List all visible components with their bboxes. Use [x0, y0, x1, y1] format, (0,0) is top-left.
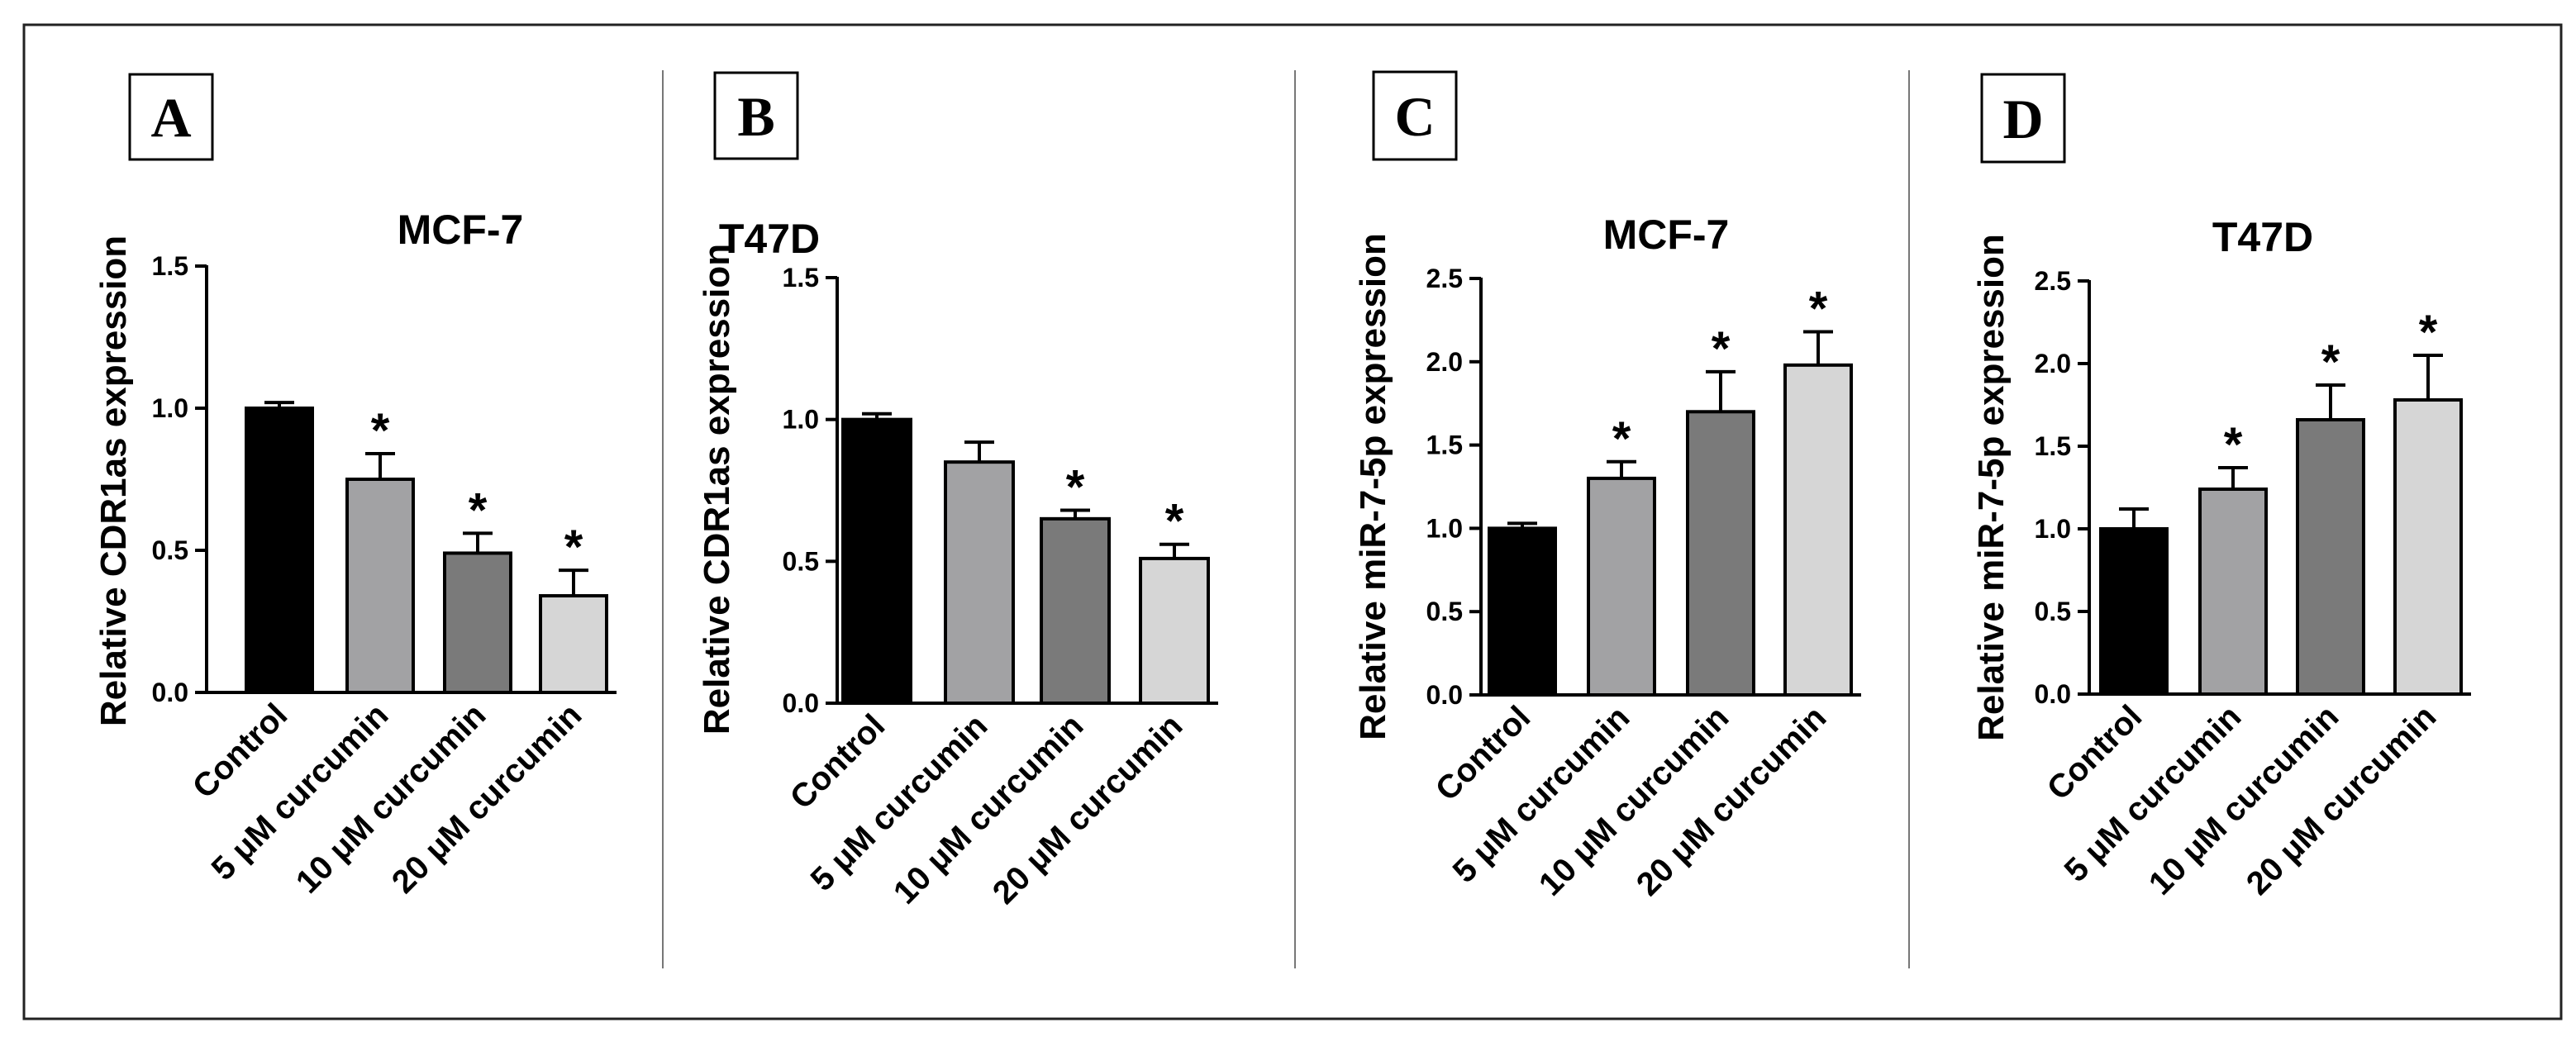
figure-frame: [22, 23, 2563, 1020]
y-tick-label: 2.5: [2035, 266, 2071, 296]
bar: [443, 551, 512, 694]
significance-marker: *: [2419, 306, 2438, 359]
y-tick-label: 1.0: [2035, 514, 2071, 544]
y-axis-label: Relative CDR1as expression: [93, 235, 134, 726]
y-axis-label: Relative CDR1as expression: [697, 244, 737, 735]
chart-title: MCF-7: [1603, 212, 1730, 258]
panel-letter-box: [713, 71, 799, 160]
y-tick-label: 2.0: [1426, 347, 1463, 377]
y-tick-label: 1.0: [1426, 513, 1463, 543]
y-tick-label: 1.5: [1426, 430, 1463, 460]
significance-marker: *: [371, 404, 390, 458]
bar: [345, 478, 415, 694]
significance-marker: *: [469, 483, 488, 537]
y-tick-label: 1.0: [783, 405, 819, 435]
y-tick-label: 0.0: [1426, 680, 1463, 710]
y-tick-label: 0.5: [152, 535, 188, 565]
bar: [245, 407, 314, 694]
bar: [1587, 476, 1656, 697]
bar: [539, 594, 608, 694]
y-tick-label: 0.0: [2035, 679, 2071, 709]
y-tick-label: 0.0: [152, 678, 188, 707]
significance-marker: *: [1612, 412, 1631, 466]
y-axis-label: Relative miR-7-5p expression: [1353, 233, 1393, 740]
y-tick-label: 0.5: [1426, 597, 1463, 626]
bar: [2198, 488, 2268, 696]
bar: [944, 460, 1015, 706]
y-tick-label: 0.0: [783, 688, 819, 718]
panel-letter-box: [128, 73, 214, 161]
bar: [1783, 363, 1853, 697]
bar: [2296, 418, 2365, 696]
bar: [2393, 398, 2463, 696]
significance-marker: *: [2224, 418, 2243, 472]
bar: [1686, 410, 1755, 697]
significance-marker: *: [1712, 322, 1731, 376]
bar: [841, 417, 912, 705]
significance-marker: *: [2321, 335, 2340, 389]
significance-marker: *: [1066, 461, 1085, 515]
chart-title: T47D: [719, 216, 820, 262]
y-tick-label: 1.5: [152, 251, 188, 281]
y-tick-label: 2.0: [2035, 349, 2071, 378]
y-tick-label: 1.5: [783, 263, 819, 293]
y-tick-label: 0.5: [2035, 597, 2071, 626]
chart-title: MCF-7: [398, 207, 524, 253]
bar: [1040, 516, 1111, 705]
significance-marker: *: [1165, 495, 1184, 549]
y-tick-label: 1.5: [2035, 431, 2071, 461]
y-axis-label: Relative miR-7-5p expression: [1971, 234, 2012, 741]
bar: [1488, 526, 1557, 697]
panel-letter: C: [1394, 85, 1435, 148]
y-tick-label: 2.5: [1426, 264, 1463, 293]
panel-letter: D: [2002, 88, 2043, 150]
y-tick-label: 1.0: [152, 393, 188, 423]
panel-letter: B: [737, 85, 774, 148]
bar: [2099, 527, 2169, 696]
panel-letter: A: [150, 87, 191, 150]
y-tick-label: 0.5: [783, 546, 819, 576]
significance-marker: *: [564, 521, 583, 574]
significance-marker: *: [1809, 283, 1828, 336]
panel-letter-box: [1372, 70, 1458, 161]
panel-letter-box: [1980, 73, 2066, 164]
chart-title: T47D: [2212, 214, 2313, 260]
bar: [1139, 556, 1210, 706]
